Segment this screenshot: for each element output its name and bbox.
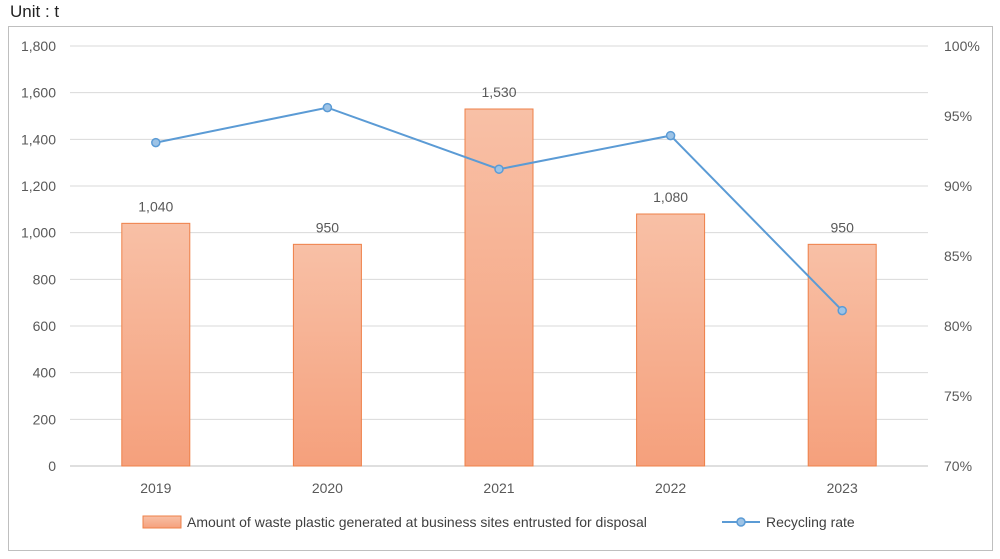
x-tick-label: 2020 (312, 480, 343, 496)
right-tick-label: 75% (944, 388, 972, 404)
left-tick-label: 400 (33, 365, 57, 381)
right-tick-label: 85% (944, 248, 972, 264)
right-tick-label: 80% (944, 318, 972, 334)
line-point (322, 102, 333, 113)
line-point (837, 305, 847, 316)
bar (636, 213, 706, 467)
bar (292, 243, 362, 467)
right-tick-label: 100% (944, 38, 980, 54)
x-axis: 2019 2020 2021 2022 2023 (140, 480, 858, 496)
legend-bar-swatch (142, 515, 182, 529)
x-tick-label: 2021 (483, 480, 514, 496)
line-point (665, 130, 676, 141)
bar-data-label: 1,530 (481, 84, 516, 100)
right-axis: 70% 75% 80% 85% 90% 95% 100% (944, 38, 980, 474)
legend: Amount of waste plastic generated at bus… (142, 514, 855, 530)
bar-series: 1,040 950 1,530 1,080 950 (121, 84, 877, 467)
bar-data-label: 1,040 (138, 198, 173, 214)
legend-bar-label: Amount of waste plastic generated at bus… (187, 514, 647, 530)
right-tick-label: 90% (944, 178, 972, 194)
chart-frame (8, 26, 993, 551)
right-tick-label: 70% (944, 458, 972, 474)
bar (121, 222, 191, 467)
bar (807, 243, 877, 467)
left-tick-label: 0 (48, 458, 56, 474)
x-tick-label: 2023 (827, 480, 858, 496)
bar-data-label: 950 (316, 219, 340, 235)
left-tick-label: 1,400 (21, 131, 56, 147)
left-tick-label: 1,600 (21, 85, 56, 101)
left-axis: 0 200 400 600 800 1,000 1,200 1,400 1,600 1,800 (21, 38, 56, 474)
line-point (151, 137, 161, 148)
right-tick-label: 95% (944, 108, 972, 124)
legend-line-label: Recycling rate (766, 514, 855, 530)
line-point (494, 164, 504, 174)
legend-line-marker (736, 517, 746, 527)
line-series (151, 102, 847, 316)
left-tick-label: 200 (33, 411, 57, 427)
bar (464, 108, 534, 467)
unit-label: Unit : t (10, 2, 60, 21)
left-tick-label: 600 (33, 318, 57, 334)
left-tick-label: 1,800 (21, 38, 56, 54)
x-tick-label: 2019 (140, 480, 171, 496)
bar-data-label: 1,080 (653, 189, 688, 205)
left-tick-label: 1,000 (21, 225, 56, 241)
x-tick-label: 2022 (655, 480, 686, 496)
bar-data-label: 950 (831, 219, 855, 235)
left-tick-label: 800 (33, 271, 57, 287)
left-tick-label: 1,200 (21, 178, 56, 194)
